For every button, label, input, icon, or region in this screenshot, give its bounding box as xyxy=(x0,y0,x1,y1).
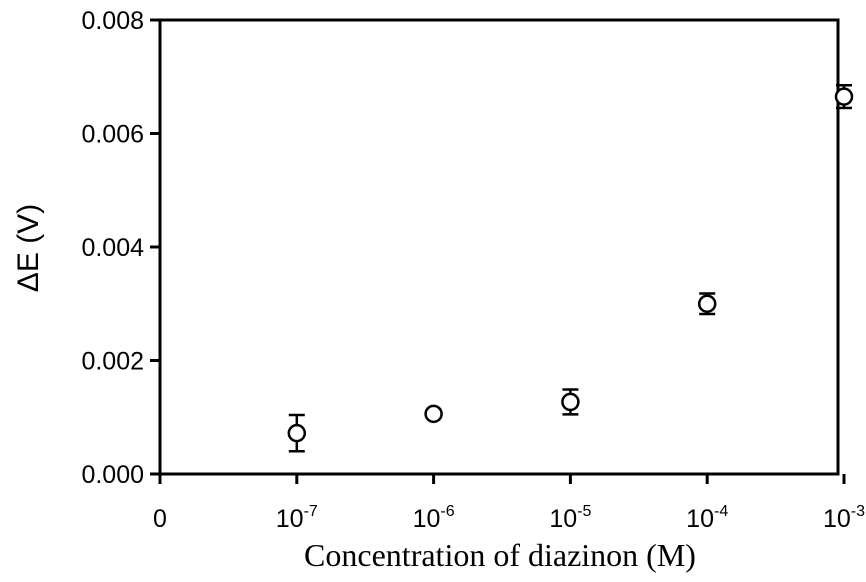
x-tick-label: 10-3 xyxy=(823,503,865,533)
data-point xyxy=(561,388,580,416)
x-tick-label: 0 xyxy=(153,505,167,533)
plot-frame xyxy=(158,18,840,476)
y-tick-label: 0.000 xyxy=(81,461,144,489)
y-axis-label: ΔE (V) xyxy=(12,204,45,292)
x-tick-label: 10-4 xyxy=(686,503,728,533)
y-tick-label: 0.008 xyxy=(81,7,144,35)
y-tick-label: 0.002 xyxy=(81,348,144,376)
data-point xyxy=(834,84,854,110)
x-tick-label: 10-6 xyxy=(413,503,455,533)
x-axis-label: Concentration of diazinon (M) xyxy=(304,537,696,573)
x-tick-label: 10-7 xyxy=(276,503,318,533)
point-marker xyxy=(561,392,580,412)
point-marker xyxy=(697,294,717,313)
x-tick-label: 10-5 xyxy=(549,503,591,533)
data-point xyxy=(697,292,717,316)
data-point xyxy=(424,404,443,424)
data-point xyxy=(287,413,307,453)
y-tick-label: 0.006 xyxy=(81,121,144,149)
point-marker xyxy=(834,87,854,106)
point-marker xyxy=(424,404,443,424)
point-marker xyxy=(287,423,307,443)
y-tick-label: 0.004 xyxy=(81,234,144,262)
